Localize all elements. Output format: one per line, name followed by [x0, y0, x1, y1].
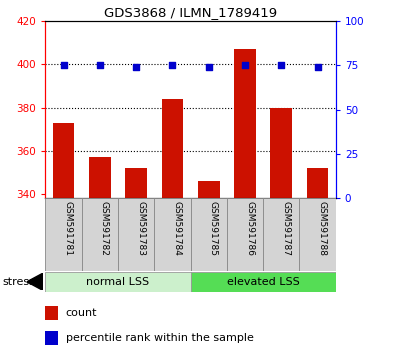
- Bar: [299, 198, 336, 271]
- Point: [169, 63, 176, 68]
- Bar: [154, 198, 191, 271]
- Title: GDS3868 / ILMN_1789419: GDS3868 / ILMN_1789419: [104, 6, 277, 19]
- Text: GSM591786: GSM591786: [245, 201, 254, 256]
- Point: [278, 63, 284, 68]
- Bar: [307, 168, 329, 198]
- Point: [97, 63, 103, 68]
- Bar: [45, 198, 82, 271]
- Text: GSM591785: GSM591785: [209, 201, 218, 256]
- Point: [133, 64, 139, 70]
- Bar: [125, 168, 147, 198]
- Text: GSM591782: GSM591782: [100, 201, 109, 256]
- Text: GSM591781: GSM591781: [64, 201, 73, 256]
- Text: normal LSS: normal LSS: [87, 277, 150, 287]
- Bar: [45, 306, 58, 320]
- Text: GSM591784: GSM591784: [173, 201, 181, 256]
- Bar: [118, 198, 154, 271]
- Bar: [162, 99, 183, 198]
- Bar: [190, 272, 336, 292]
- Text: percentile rank within the sample: percentile rank within the sample: [66, 332, 254, 343]
- Text: GSM591787: GSM591787: [281, 201, 290, 256]
- Point: [314, 64, 321, 70]
- Point: [60, 63, 67, 68]
- Bar: [190, 198, 227, 271]
- Bar: [45, 272, 190, 292]
- Polygon shape: [27, 273, 43, 290]
- Bar: [263, 198, 299, 271]
- Point: [242, 63, 248, 68]
- Bar: [89, 157, 111, 198]
- Bar: [198, 181, 220, 198]
- Text: GSM591788: GSM591788: [318, 201, 327, 256]
- Text: count: count: [66, 308, 97, 318]
- Text: GSM591783: GSM591783: [136, 201, 145, 256]
- Text: stress: stress: [2, 277, 35, 287]
- Bar: [53, 123, 75, 198]
- Bar: [45, 331, 58, 344]
- Text: elevated LSS: elevated LSS: [227, 277, 299, 287]
- Point: [205, 64, 212, 70]
- Bar: [227, 198, 263, 271]
- Bar: [82, 198, 118, 271]
- Bar: [234, 49, 256, 198]
- Bar: [271, 108, 292, 198]
